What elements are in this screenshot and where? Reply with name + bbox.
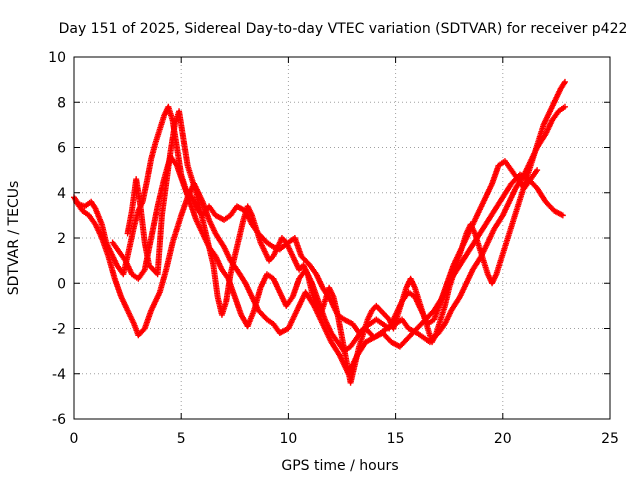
y-axis-label: SDTVAR / TECUs (6, 181, 22, 296)
data-point (534, 167, 541, 174)
y-tick-label: -2 (52, 322, 66, 338)
y-tick-label: 6 (57, 141, 66, 157)
y-tick-label: 8 (57, 95, 66, 111)
data-point (559, 212, 566, 219)
x-tick-label: 0 (70, 431, 79, 447)
axis-ticks: 0 5 10 15 20 25 -6 -4 -2 0 2 4 6 8 10 (48, 50, 619, 447)
x-tick-label: 5 (177, 431, 186, 447)
y-tick-label: 0 (57, 276, 66, 292)
y-tick-label: -4 (52, 367, 66, 383)
series-marks (124, 78, 568, 386)
plot-frame (73, 56, 611, 420)
data-marks (71, 78, 568, 386)
x-tick-label: 25 (601, 431, 619, 447)
y-tick-label: -6 (52, 412, 66, 428)
x-tick-label: 15 (387, 431, 405, 447)
x-axis-label: GPS time / hours (281, 458, 398, 474)
y-tick-label: 10 (48, 50, 66, 66)
x-tick-label: 10 (279, 431, 297, 447)
x-tick-label: 20 (494, 431, 512, 447)
chart-title: Day 151 of 2025, Sidereal Day-to-day VTE… (59, 21, 628, 37)
data-point (561, 103, 568, 110)
y-tick-label: 2 (57, 231, 66, 247)
y-tick-label: 4 (57, 186, 66, 202)
data-point (561, 78, 568, 85)
